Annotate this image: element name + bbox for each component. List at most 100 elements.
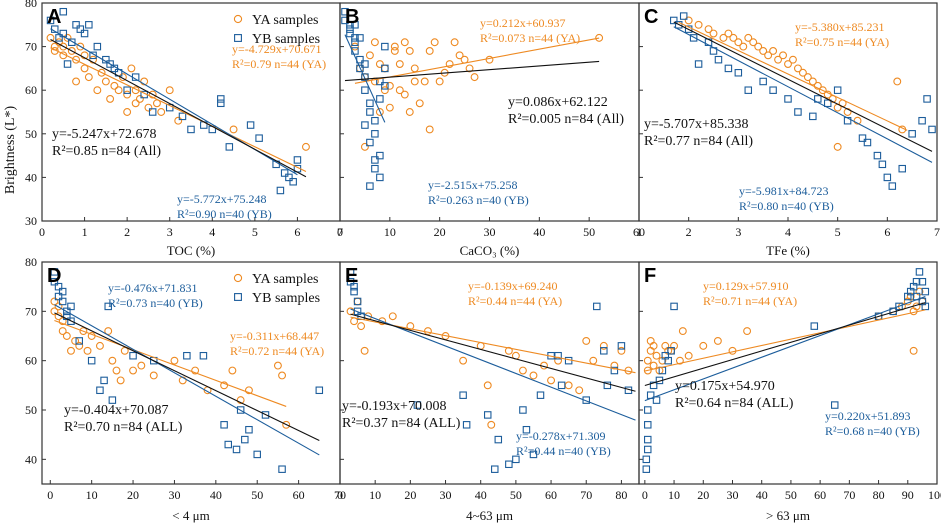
yb-point bbox=[199, 351, 208, 360]
yb-point bbox=[351, 34, 359, 42]
ya-point bbox=[450, 38, 459, 47]
panel-c-yb_eq-line2: R²=0.80 n=40 (YB) bbox=[739, 199, 834, 213]
yb-point bbox=[898, 164, 906, 173]
panel-d-xlabel: < 4 μm bbox=[172, 508, 209, 523]
ya-point bbox=[395, 86, 404, 95]
ya-point bbox=[724, 29, 733, 38]
ya-point bbox=[699, 341, 708, 350]
yb-point bbox=[289, 178, 297, 186]
yb-point bbox=[376, 173, 384, 182]
panel-a-all_eq-line2: R²=0.85 n=84 (All) bbox=[52, 144, 161, 159]
ya-point bbox=[76, 42, 85, 51]
yb-point bbox=[483, 411, 492, 419]
panel-d-plot-area bbox=[50, 268, 324, 473]
ya-point bbox=[112, 366, 121, 375]
panel-f-all_eq-line1: y=0.175x+54.970 bbox=[675, 379, 775, 394]
panel-c-xtick-label: 4 bbox=[785, 225, 791, 239]
ya-point bbox=[684, 351, 693, 360]
panel-a-ya_eq-line1: y=-4.729x+70.671 bbox=[232, 42, 322, 56]
yb-point bbox=[664, 356, 672, 365]
panel-e-xtick-label: 80 bbox=[615, 488, 627, 502]
panel-a-xtick-label: 4 bbox=[209, 225, 215, 239]
ya-point bbox=[72, 77, 81, 86]
ya-fit-line bbox=[354, 37, 600, 84]
panel-c-xlabel: TFe (%) bbox=[766, 243, 810, 258]
yb-point bbox=[522, 425, 531, 434]
yb-point bbox=[350, 287, 358, 296]
ya-point bbox=[589, 356, 598, 365]
yb-point bbox=[104, 302, 112, 311]
ya-point bbox=[459, 356, 468, 365]
yb-point bbox=[617, 342, 626, 350]
yb-point bbox=[649, 381, 658, 390]
yb-point bbox=[610, 366, 619, 375]
panel-b-xtick-label: 40 bbox=[533, 225, 545, 239]
panel-d-ya_eq-line1: y=-0.311x+68.447 bbox=[230, 329, 319, 343]
ya-point bbox=[749, 38, 758, 47]
ya-point bbox=[346, 307, 355, 316]
panel-e-xtick-label: 60 bbox=[545, 488, 557, 502]
legend-yb-marker bbox=[234, 293, 242, 301]
ya-point bbox=[599, 341, 608, 350]
yb-point bbox=[810, 322, 819, 330]
legend-ya-label: YA samples bbox=[252, 272, 319, 287]
yb-point bbox=[178, 112, 187, 121]
yb-point bbox=[236, 406, 245, 414]
ya-point bbox=[518, 366, 527, 375]
yb-point bbox=[928, 125, 936, 134]
yb-point bbox=[129, 351, 137, 360]
ya-point bbox=[59, 42, 68, 51]
ya-point bbox=[754, 42, 763, 51]
panel-b-xtick-label: 60 bbox=[633, 225, 645, 239]
yb-point bbox=[253, 450, 261, 459]
ya-point bbox=[50, 307, 59, 316]
ya-point bbox=[779, 51, 787, 60]
ya-point bbox=[798, 68, 807, 77]
yb-point bbox=[505, 460, 513, 469]
panel-e-xtick-label: 30 bbox=[440, 488, 452, 502]
panel-d-xtick-label: 10 bbox=[86, 488, 98, 502]
yb-point bbox=[809, 112, 817, 121]
ya-point bbox=[643, 356, 652, 365]
yb-point bbox=[833, 86, 842, 94]
ya-fit-line bbox=[644, 309, 926, 372]
panel-d-xtick-label: 40 bbox=[210, 488, 222, 502]
panel-e-xtick-label: 20 bbox=[404, 488, 416, 502]
ya-point bbox=[649, 361, 658, 370]
ya-point bbox=[430, 38, 439, 47]
yb-point bbox=[108, 396, 117, 404]
ya-point bbox=[157, 108, 166, 116]
yb-point bbox=[315, 386, 324, 395]
ya-point bbox=[365, 51, 374, 60]
ya-point bbox=[423, 327, 432, 336]
panel-a-xtick-label: 6 bbox=[294, 225, 300, 239]
yb-fit-line bbox=[644, 295, 926, 402]
yb-point bbox=[148, 108, 157, 116]
y-axis-label: Brightness (L*) bbox=[3, 106, 18, 195]
yb-point bbox=[351, 47, 359, 55]
yb-point bbox=[642, 455, 651, 464]
yb-point bbox=[670, 16, 678, 25]
ya-point bbox=[739, 42, 748, 51]
all-fit-line bbox=[50, 39, 307, 178]
yb-point bbox=[371, 164, 379, 173]
ya-point bbox=[83, 346, 92, 355]
panel-f-ya_eq-line2: R²=0.71 n=44 (YA) bbox=[703, 294, 797, 308]
ya-point bbox=[818, 86, 827, 95]
yb-point bbox=[724, 64, 733, 73]
panel-f-yb_eq-line1: y=0.220x+51.893 bbox=[825, 409, 911, 423]
yb-point bbox=[341, 16, 349, 25]
yb-point bbox=[759, 77, 767, 86]
ya-point bbox=[93, 86, 102, 95]
yb-fit-line bbox=[344, 34, 386, 123]
ya-point bbox=[370, 38, 379, 47]
panel-a-ytick-label: 60 bbox=[25, 83, 37, 97]
panel-c-all_eq-line1: y=-5.707x+85.338 bbox=[644, 117, 748, 132]
panel-c-plot-area bbox=[670, 12, 936, 190]
ya-point bbox=[110, 81, 119, 90]
ya-point bbox=[425, 47, 434, 55]
yb-point bbox=[858, 134, 867, 142]
yb-point bbox=[714, 55, 723, 64]
yb-point bbox=[67, 317, 75, 325]
ya-point bbox=[789, 55, 797, 64]
